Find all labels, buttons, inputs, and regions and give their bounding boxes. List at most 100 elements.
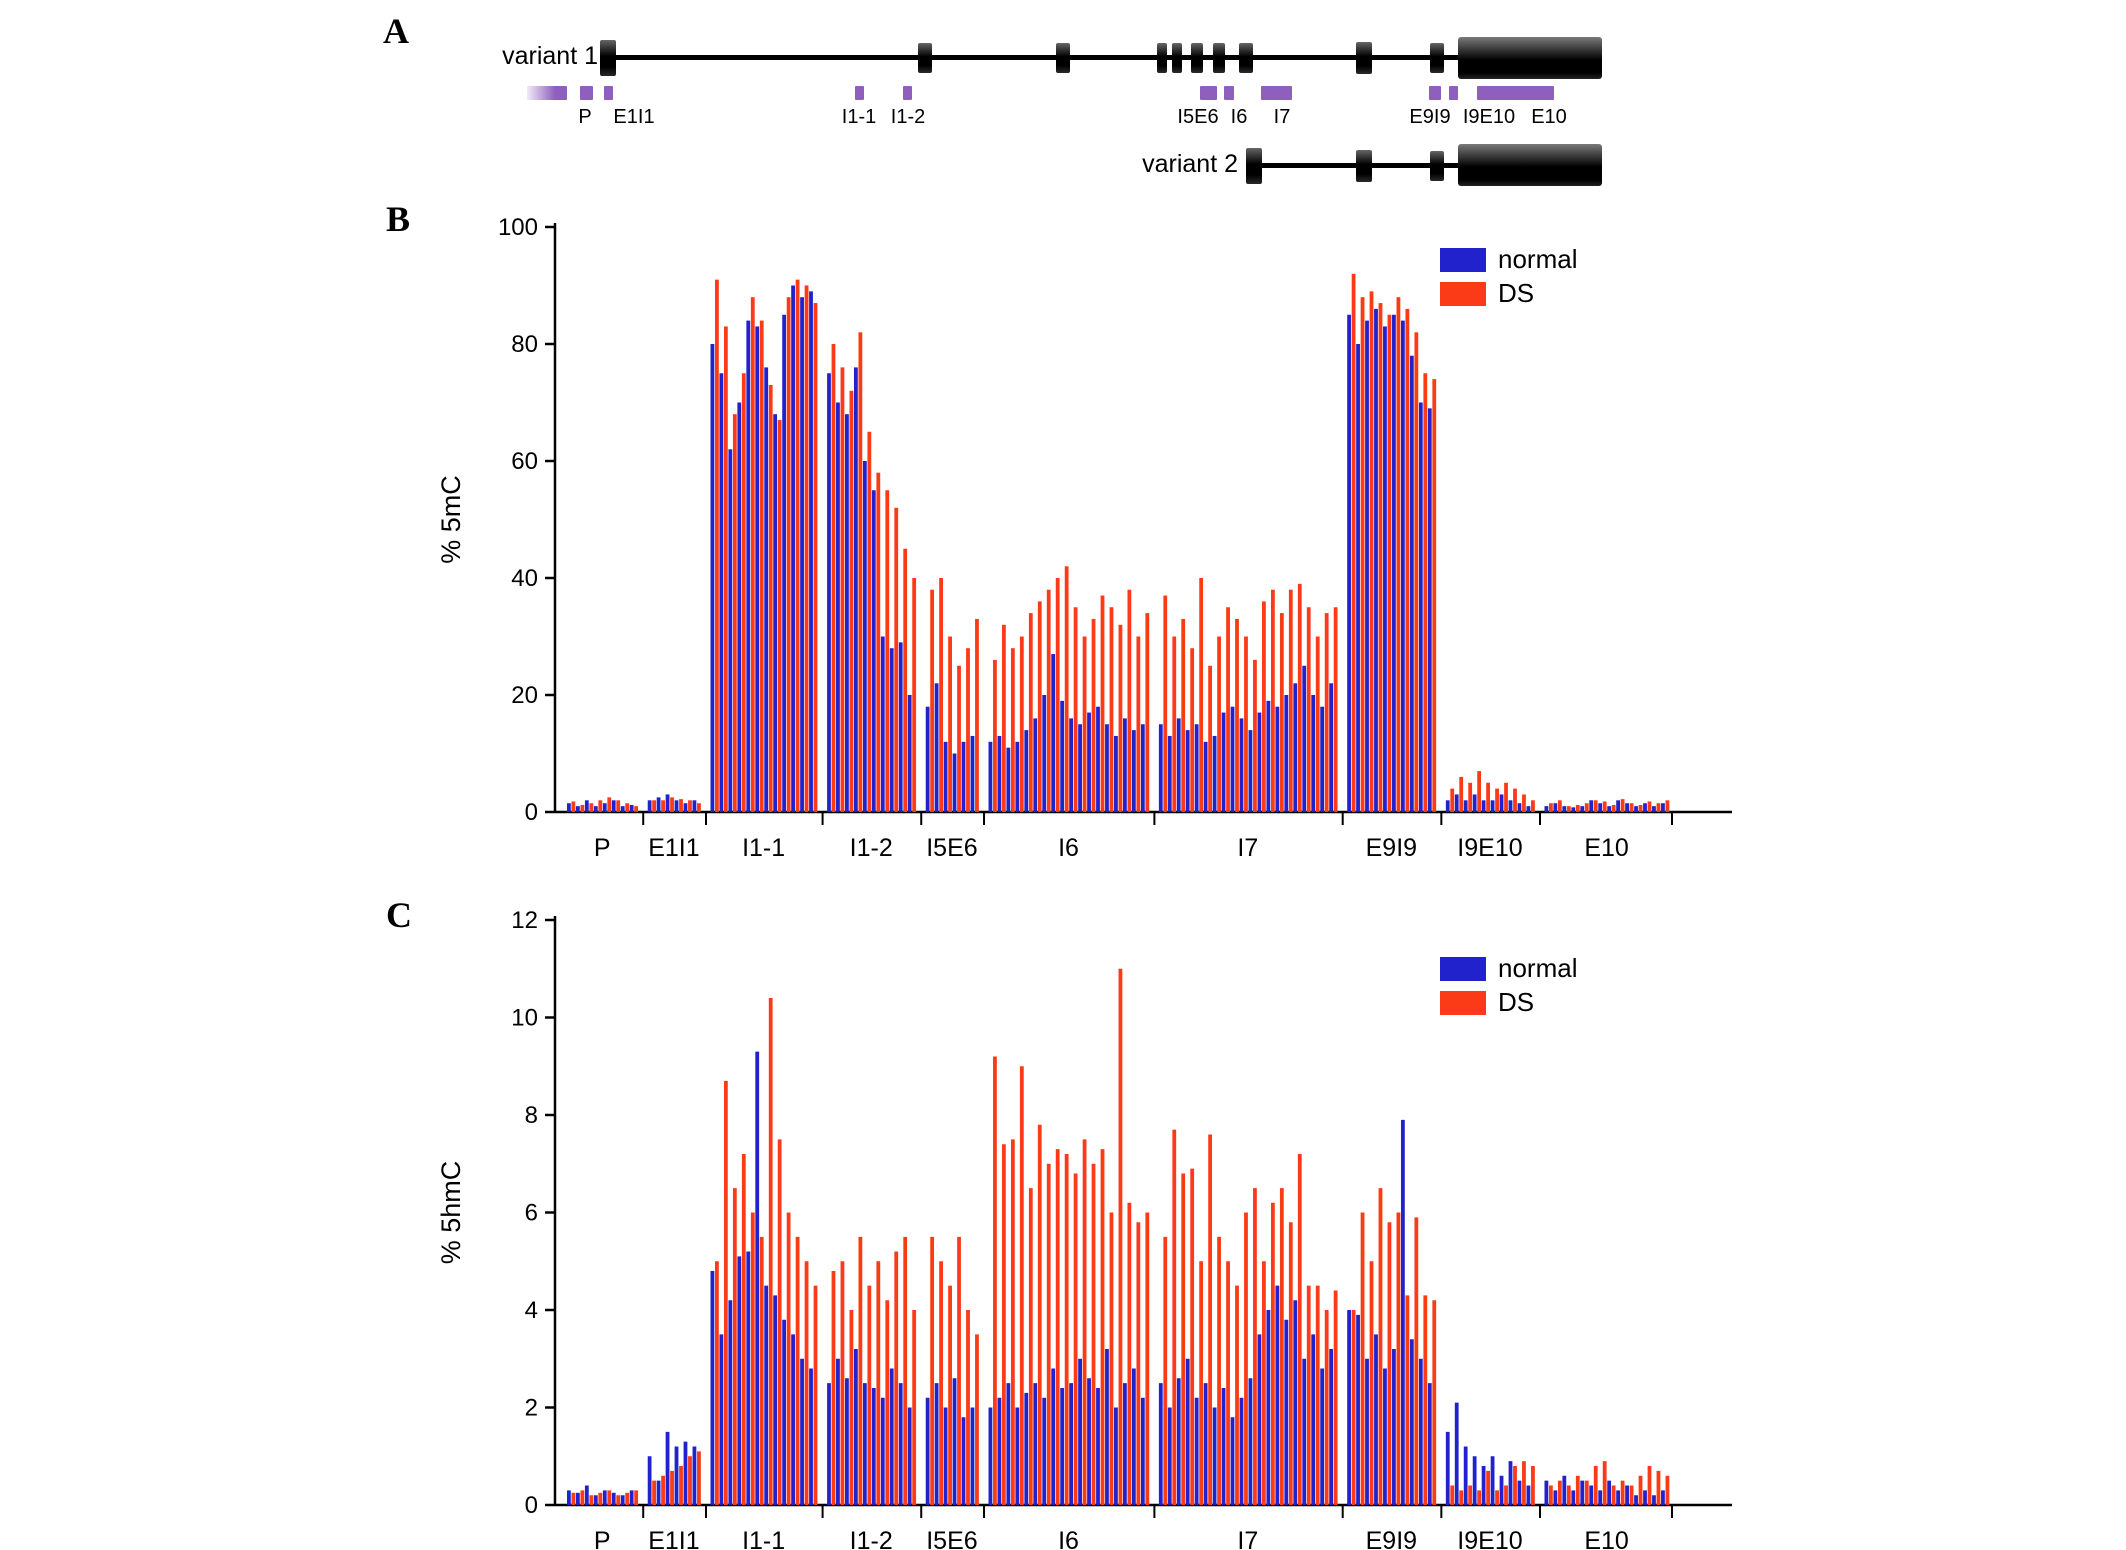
bar-ds <box>1566 806 1571 812</box>
bar-normal <box>1105 1349 1109 1505</box>
bar-ds <box>1414 332 1419 812</box>
bar-normal <box>1562 1475 1567 1505</box>
region-label: P <box>594 834 611 862</box>
bar-normal <box>1284 695 1289 812</box>
bar-normal <box>1365 320 1369 812</box>
bar-normal <box>1060 1388 1065 1505</box>
exon-box-3utr <box>1458 144 1602 186</box>
bar-ds <box>1486 1470 1490 1506</box>
bar-ds <box>697 1451 701 1506</box>
bar-normal <box>1302 665 1307 812</box>
bar-normal <box>656 1480 661 1506</box>
bar-normal <box>1562 806 1567 812</box>
bar-normal <box>629 1490 634 1506</box>
region-label: I6 <box>1058 1527 1079 1550</box>
bar-ds <box>795 1236 800 1506</box>
bar-normal <box>997 1397 1002 1505</box>
bar-ds <box>858 1236 863 1506</box>
bar-ds <box>1396 1212 1401 1505</box>
bar-ds <box>957 665 961 812</box>
bar-normal <box>1400 1119 1405 1506</box>
amplicon-box <box>1200 86 1217 100</box>
bar-ds <box>1432 379 1437 812</box>
bar-normal <box>1140 1397 1145 1505</box>
bar-normal <box>1042 695 1047 812</box>
bar-ds <box>1306 607 1311 812</box>
bar-ds <box>1028 1188 1033 1506</box>
legend-swatch-normal <box>1440 248 1486 272</box>
bar-ds <box>1324 1310 1329 1505</box>
bar-ds <box>1100 595 1105 812</box>
bar-normal <box>683 803 688 812</box>
bar-normal <box>1105 724 1109 812</box>
bar-normal <box>1392 1349 1396 1505</box>
bar-ds <box>1199 578 1204 812</box>
bar-normal <box>1221 1388 1226 1505</box>
bar-normal <box>889 648 894 812</box>
bar-normal <box>1006 747 1011 812</box>
bar-normal <box>1616 800 1621 812</box>
bar-ds <box>625 1492 630 1505</box>
bar-ds <box>1656 803 1661 812</box>
bar-normal <box>1383 1368 1387 1505</box>
bar-normal <box>1481 800 1486 812</box>
bar-ds <box>930 1236 935 1506</box>
y-tick-label: 0 <box>525 1492 538 1519</box>
bar-normal <box>791 1334 795 1506</box>
bar-ds <box>966 648 970 812</box>
bar-ds <box>876 1261 881 1505</box>
amplicon-label-i6: I6 <box>1230 106 1248 128</box>
bar-ds <box>1297 583 1302 812</box>
bar-ds <box>1620 1480 1625 1506</box>
bar-ds <box>777 1139 782 1506</box>
bar-normal <box>952 1378 957 1505</box>
bar-ds <box>625 803 630 812</box>
bar-normal <box>647 800 652 812</box>
bar-normal <box>1374 308 1378 812</box>
bar-normal <box>1409 355 1414 812</box>
region-label: P <box>594 1527 611 1550</box>
bar-ds <box>813 303 818 812</box>
bar-normal <box>1033 1383 1038 1506</box>
bar-ds <box>1262 601 1266 812</box>
bar-normal <box>1490 1456 1495 1505</box>
bar-ds <box>1378 303 1383 812</box>
bar-ds <box>1118 968 1123 1505</box>
bar-ds <box>1333 607 1338 812</box>
amplicon-box <box>604 86 613 100</box>
bar-ds <box>1360 1212 1365 1505</box>
bar-ds <box>1468 782 1473 812</box>
bar-normal <box>1185 1358 1190 1505</box>
bar-normal <box>1167 735 1172 812</box>
bar-normal <box>1248 1378 1253 1505</box>
bar-normal <box>1114 735 1118 812</box>
bar-ds <box>1423 1295 1428 1506</box>
bar-ds <box>1351 273 1356 812</box>
bar-normal <box>925 706 930 812</box>
bar-ds <box>598 1492 603 1505</box>
bar-ds <box>1504 782 1508 812</box>
bar-normal <box>988 741 993 812</box>
bar-normal <box>620 1495 625 1505</box>
bar-ds <box>652 800 657 812</box>
bar-normal <box>1427 1383 1432 1506</box>
bar-normal <box>1275 706 1280 812</box>
bar-normal <box>737 1256 742 1506</box>
bar-normal <box>710 1271 715 1505</box>
bar-normal <box>880 636 885 812</box>
y-tick-label: 40 <box>511 565 538 592</box>
bar-normal <box>773 1295 778 1506</box>
bar-ds <box>894 1251 899 1505</box>
region-label: E1I1 <box>648 1527 699 1550</box>
bar-normal <box>871 490 876 812</box>
bar-normal <box>1499 1475 1504 1505</box>
bar-ds <box>1253 659 1257 812</box>
bar-normal <box>1598 1490 1603 1506</box>
bar-ds <box>885 490 890 812</box>
bar-ds <box>1172 636 1177 812</box>
bar-normal <box>836 402 840 812</box>
bar-normal <box>970 1407 975 1505</box>
bar-ds <box>1127 1202 1132 1505</box>
bar-ds <box>840 1261 845 1505</box>
bar-ds <box>786 1212 791 1505</box>
